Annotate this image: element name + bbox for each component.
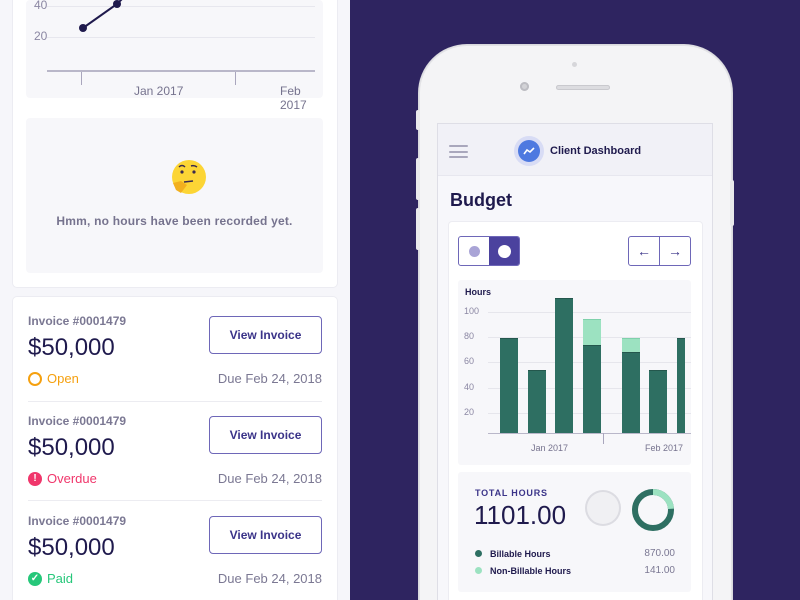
line-series [79, 0, 123, 32]
invoice-number: Invoice #0001479 [28, 414, 127, 428]
prev-period-button[interactable]: ← [637, 243, 651, 259]
dot-icon [497, 244, 511, 258]
earpiece [556, 85, 610, 90]
left-panel: 40 20 Jan 2017 Feb 2017 Hm [0, 0, 350, 600]
mute-switch [416, 110, 420, 130]
empty-state-message: Hmm, no hours have been recorded yet. [56, 214, 293, 228]
x-tick-label: Feb 2017 [280, 84, 307, 112]
power-button [730, 180, 734, 226]
status-label: Open [47, 371, 79, 386]
total-hours-value: 1101.00 [474, 500, 567, 530]
budget-card: ← → Hours 100 80 60 40 20 Jan 2017 [449, 222, 702, 600]
next-period-button[interactable]: → [659, 237, 690, 265]
legend-dot-icon [475, 550, 482, 557]
x-tick-label: Jan 2017 [134, 84, 184, 98]
y-tick-label: 80 [464, 331, 475, 341]
hamburger-icon[interactable] [449, 145, 468, 158]
invoices-card: Invoice #0001479 $50,000 Open View Invoi… [13, 297, 337, 600]
bar[interactable] [622, 338, 640, 433]
total-hours-card: TOTAL HOURS 1101.00 Billable Hours 870.0… [458, 472, 691, 592]
total-hours-label: TOTAL HOURS [475, 488, 548, 498]
divider [28, 500, 322, 501]
open-circle-icon [28, 371, 42, 386]
view-invoice-button[interactable]: View Invoice [209, 316, 322, 354]
hours-donut-chart [632, 489, 674, 531]
status-label: Paid [47, 571, 74, 586]
proximity-sensor [572, 62, 577, 67]
invoice-number: Invoice #0001479 [28, 514, 127, 528]
invoice-row: Invoice #0001479 $50,000 Open View Invoi… [28, 297, 322, 397]
status-badge: ! Overdue [28, 471, 97, 486]
hours-line-chart: 40 20 Jan 2017 Feb 2017 [26, 0, 323, 112]
x-tick [235, 72, 236, 85]
volume-up-button [416, 158, 420, 200]
volume-down-button [416, 208, 420, 250]
trend-up-icon [518, 140, 540, 162]
status-badge: Open [28, 371, 79, 386]
view-invoice-button[interactable]: View Invoice [209, 516, 322, 554]
status-badge: ✓ Paid [28, 571, 73, 586]
front-camera [520, 82, 529, 91]
phone-screen: Client Dashboard Budget ← → Hours 100 80… [437, 123, 713, 600]
invoice-due-date: Due Feb 24, 2018 [217, 471, 322, 486]
check-icon: ✓ [28, 571, 42, 586]
invoice-amount: $50,000 [28, 334, 115, 361]
toggle-option-detailed[interactable] [489, 237, 519, 265]
bar[interactable] [583, 319, 601, 433]
view-invoice-button[interactable]: View Invoice [209, 416, 322, 454]
x-axis [47, 70, 315, 72]
divider [28, 401, 322, 402]
invoice-amount: $50,000 [28, 534, 115, 561]
hours-bar-chart: Hours 100 80 60 40 20 Jan 2017 Feb 2017 [458, 280, 691, 465]
thinking-face-icon [172, 160, 206, 194]
app-title: Client Dashboard [550, 145, 642, 157]
x-tick-label: Feb 2017 [645, 443, 684, 453]
grid-line [488, 312, 691, 313]
x-tick [603, 433, 604, 444]
dot-icon [468, 245, 480, 257]
invoice-due-date: Due Feb 24, 2018 [217, 571, 322, 586]
y-tick-label: 100 [464, 306, 480, 316]
y-tick-label: 40 [464, 382, 475, 392]
bar[interactable] [528, 370, 546, 433]
legend-value: 870.00 [644, 548, 675, 559]
grid-line [47, 37, 315, 38]
bar[interactable] [500, 338, 518, 433]
hours-card: 40 20 Jan 2017 Feb 2017 Hm [13, 0, 337, 287]
empty-state: Hmm, no hours have been recorded yet. [26, 118, 323, 273]
legend-dot-icon [475, 567, 482, 574]
invoice-due-date: Due Feb 24, 2018 [217, 371, 322, 386]
app-logo [514, 136, 544, 166]
alert-icon: ! [28, 471, 42, 486]
chart-title: Hours [465, 287, 492, 297]
x-tick-label: Jan 2017 [531, 443, 569, 453]
toggle-option-compact[interactable] [459, 237, 489, 265]
status-label: Overdue [47, 471, 97, 486]
placeholder-ring [585, 490, 621, 526]
period-navigation: ← → [628, 236, 691, 266]
legend-value: 141.00 [644, 565, 675, 576]
bar[interactable] [677, 338, 685, 433]
legend-label: Billable Hours [490, 548, 551, 559]
y-tick-label: 40 [34, 0, 48, 12]
grid-line [47, 6, 315, 7]
page-title: Budget [450, 190, 512, 210]
bar[interactable] [649, 370, 667, 433]
legend-label: Non-Billable Hours [490, 565, 572, 576]
invoice-number: Invoice #0001479 [28, 314, 127, 328]
y-tick-label: 20 [34, 29, 48, 43]
y-tick-label: 20 [464, 407, 475, 417]
invoice-amount: $50,000 [28, 434, 115, 461]
legend-billable: Billable Hours 870.00 [475, 548, 675, 559]
legend-non-billable: Non-Billable Hours 141.00 [475, 565, 675, 576]
bar[interactable] [555, 298, 573, 433]
invoice-row: Invoice #0001479 $50,000 ✓ Paid View Inv… [28, 497, 322, 597]
x-tick [81, 72, 82, 85]
y-tick-label: 60 [464, 356, 475, 366]
x-axis [488, 433, 691, 434]
app-header: Client Dashboard [438, 124, 712, 176]
view-toggle[interactable] [458, 236, 520, 266]
invoice-row: Invoice #0001479 $50,000 ! Overdue View … [28, 397, 322, 497]
